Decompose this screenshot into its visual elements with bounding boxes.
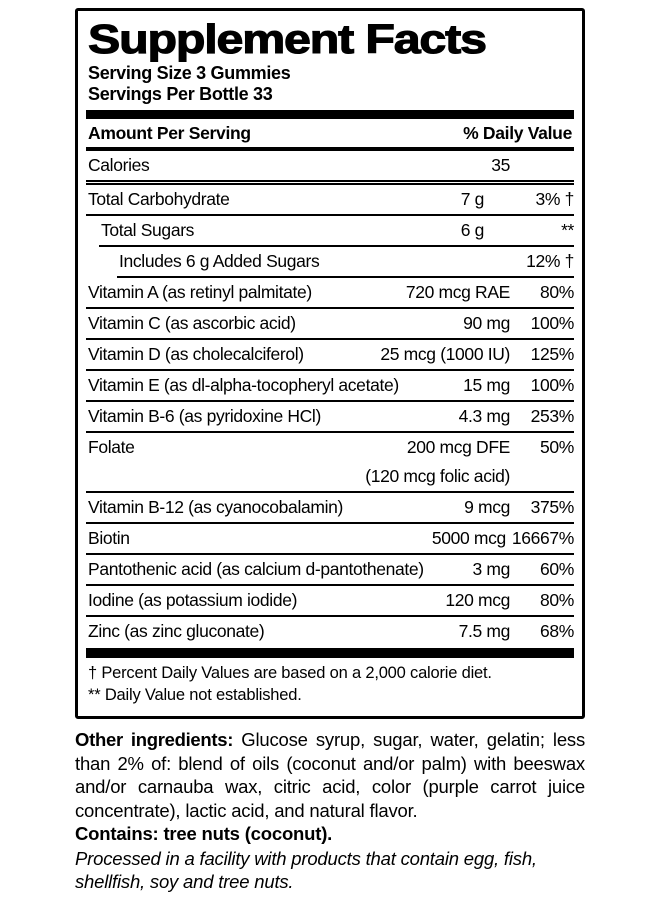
nutrient-daily-value: 100% [530, 313, 575, 333]
nutrient-row: Includes 6 g Added Sugars 12% † [117, 247, 574, 278]
divider-thick-top [86, 110, 574, 119]
nutrient-amount-group: 5000 mcg [432, 524, 506, 553]
nutrient-name: Vitamin E (as dl-alpha-tocopheryl acetat… [88, 375, 399, 395]
nutrient-amount-group: 200 mcg DFE (120 mcg folic acid) [365, 433, 510, 491]
nutrient-daily-value: 12% † [526, 251, 574, 271]
nutrient-name: Vitamin D (as cholecalciferol) [88, 344, 304, 364]
nutrient-amount: 6 g [460, 220, 485, 240]
serving-size: Serving Size 3 Gummies [88, 63, 291, 83]
nutrient-daily-value: 60% [540, 559, 574, 579]
other-ingredients: Other ingredients: Glucose syrup, sugar,… [75, 728, 585, 822]
nutrient-amount-group: 6 g [461, 216, 510, 245]
nutrient-amount: 35 [491, 155, 510, 175]
nutrient-amount-group: 4.3 mg [458, 402, 511, 431]
nutrient-row: Total Sugars 6 g ** [99, 216, 574, 247]
nutrient-row: Zinc (as zinc gluconate) 7.5 mg 68% [86, 617, 574, 646]
nutrient-name: Calories [88, 155, 150, 175]
nutrient-amount: 4.3 mg [458, 406, 511, 426]
divider-medium [86, 147, 574, 151]
nutrient-name: Includes 6 g Added Sugars [119, 251, 320, 271]
nutrient-name: Total Carbohydrate [88, 189, 230, 209]
nutrient-amount-group: 7 g [461, 185, 510, 214]
nutrient-daily-value: ** [561, 220, 574, 240]
nutrient-amount: 7.5 mg [458, 621, 511, 641]
nutrient-row: Vitamin D (as cholecalciferol) 25 mcg (10… [86, 340, 574, 371]
contains-statement: Contains: tree nuts (coconut). [75, 823, 333, 844]
nutrient-row: Total Carbohydrate 7 g 3% † [86, 185, 574, 216]
nutrient-amount: 120 mcg [445, 590, 510, 610]
nutrient-table: Calories 35 Total Carbohydrate 7 g 3% † Total… [86, 151, 574, 646]
nutrient-daily-value: 100% [530, 375, 575, 395]
nutrient-daily-value: 125% [530, 344, 575, 364]
nutrient-daily-value: 50% [540, 437, 574, 457]
other-ingredients-label: Other ingredients: [75, 729, 234, 750]
nutrient-amount-group: 90 mg [463, 309, 510, 338]
nutrient-amount-group: 25 mcg (1000 IU) [380, 340, 510, 369]
nutrient-daily-value: 80% [540, 282, 574, 302]
allergen-facility-notice: Processed in a facility with products th… [75, 847, 537, 893]
nutrient-row: Calories 35 [86, 151, 574, 185]
nutrient-name: Vitamin C (as ascorbic acid) [88, 313, 296, 333]
footnote-daily-values: † Percent Daily Values are based on a 2,… [88, 664, 492, 682]
nutrient-amount: 15 mg [463, 375, 510, 395]
nutrient-row: Vitamin C (as ascorbic acid) 90 mg 100% [86, 309, 574, 340]
divider-thick-bottom [86, 648, 574, 658]
nutrient-amount: 5000 mcg [431, 528, 506, 548]
other-ingredients-text: Glucose syrup, sugar, water, gelatin; le… [75, 729, 586, 821]
nutrient-row: Vitamin A (as retinyl palmitate) 720 mcg … [86, 278, 574, 309]
servings-per-bottle: Servings Per Bottle 33 [88, 84, 273, 104]
footnotes: † Percent Daily Values are based on a 2,… [86, 658, 574, 708]
nutrient-row: Folate 200 mcg DFE (120 mcg folic acid) 50% [86, 433, 574, 493]
nutrient-daily-value: 375% [530, 497, 575, 517]
column-header-daily-value: % Daily Value [463, 123, 572, 143]
nutrient-name: Vitamin B-12 (as cyanocobalamin) [88, 497, 343, 517]
nutrient-amount: 7 g [460, 189, 485, 209]
nutrient-name: Biotin [88, 528, 130, 548]
nutrient-amount-group: 7.5 mg [458, 617, 511, 646]
nutrient-amount-group: 3 mg [472, 555, 510, 584]
panel-title: Supplement Facts [87, 16, 487, 62]
nutrient-amount-group: 120 mcg [445, 586, 510, 615]
nutrient-row: Vitamin B-6 (as pyridoxine HCl) 4.3 mg 253… [86, 402, 574, 433]
nutrient-name: Vitamin B-6 (as pyridoxine HCl) [88, 406, 321, 426]
nutrient-amount: 25 mcg (1000 IU) [380, 344, 510, 364]
nutrient-amount-group: 9 mcg [464, 493, 510, 522]
column-header-amount-per-serving: Amount Per Serving [88, 123, 251, 143]
nutrient-amount: 90 mg [463, 313, 510, 333]
nutrient-amount: 720 mcg RAE [405, 282, 510, 302]
nutrient-daily-value: 16667% [511, 528, 574, 548]
nutrient-amount-group: 15 mg [463, 371, 510, 400]
nutrient-name: Folate [88, 437, 135, 457]
footnote-dv-not-established: ** Daily Value not established. [88, 686, 302, 704]
nutrient-name: Iodine (as potassium iodide) [88, 590, 298, 610]
nutrient-name: Pantothenic acid (as calcium d-pantothen… [88, 559, 424, 579]
nutrient-daily-value: 80% [540, 590, 574, 610]
nutrient-amount: 3 mg [472, 559, 510, 579]
nutrient-amount: 200 mcg DFE [406, 437, 510, 457]
nutrient-daily-value: 68% [540, 621, 574, 641]
nutrient-amount-secondary: (120 mcg folic acid) [365, 466, 510, 486]
nutrient-row: Vitamin B-12 (as cyanocobalamin) 9 mcg 375… [86, 493, 574, 524]
nutrient-name: Vitamin A (as retinyl palmitate) [88, 282, 312, 302]
nutrient-row: Biotin 5000 mcg 16667% [86, 524, 574, 555]
nutrient-amount-group: 720 mcg RAE [406, 278, 510, 307]
nutrient-name: Zinc (as zinc gluconate) [88, 621, 265, 641]
nutrient-amount-group: 35 [491, 151, 510, 180]
column-header-row: Amount Per Serving % Daily Value [86, 119, 574, 147]
nutrient-name: Total Sugars [101, 220, 195, 240]
nutrient-row: Vitamin E (as dl-alpha-tocopheryl acetat… [86, 371, 574, 402]
nutrient-amount: 9 mcg [464, 497, 510, 517]
supplement-facts-panel: Supplement Facts Serving Size 3 Gummies … [75, 8, 585, 719]
nutrient-daily-value: 3% † [535, 189, 575, 209]
nutrient-row: Pantothenic acid (as calcium d-pantothen… [86, 555, 574, 586]
nutrient-daily-value: 253% [530, 406, 575, 426]
nutrient-row: Iodine (as potassium iodide) 120 mcg 80% [86, 586, 574, 617]
